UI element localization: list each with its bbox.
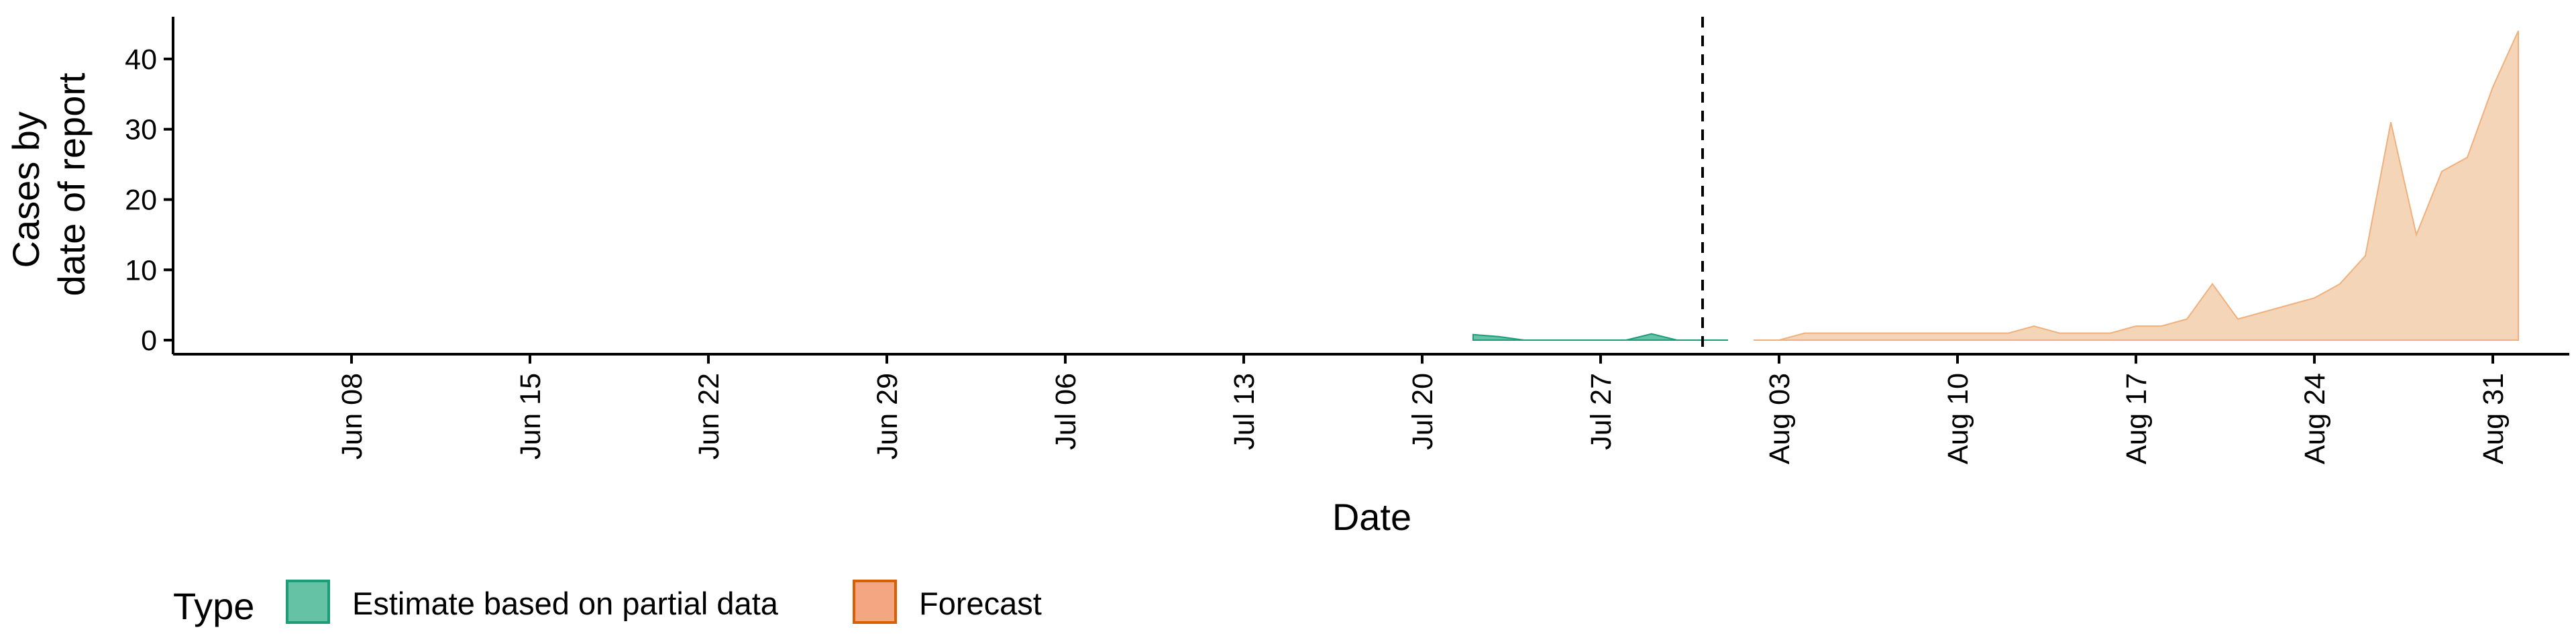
y-axis-title: Cases by date of report [5,72,93,297]
x-tick-label: Jul 13 [1228,373,1260,450]
x-tick-label: Jul 20 [1407,373,1439,450]
x-tick-label: Aug 10 [1942,373,1974,464]
legend-title: Type [173,585,254,627]
legend: Type Estimate based on partial data Fore… [173,580,1042,627]
x-tick-label: Jun 08 [336,373,368,460]
y-tick-label: 40 [125,44,157,76]
x-axis-title: Date [1332,496,1411,538]
x-tick-label: Jul 27 [1585,373,1617,450]
x-tick-label: Jun 15 [515,373,547,460]
legend-swatch-forecast [853,580,897,624]
series-layer [1472,30,2519,341]
x-tick-label: Aug 17 [2121,373,2153,464]
x-axis-ticks: Jun 08 Jun 15 Jun 22 Jun 29 Jul 06 Jul 13 Jul … [336,354,2510,464]
x-tick-label: Jun 29 [871,373,904,460]
y-tick-label: 0 [141,325,157,357]
legend-label-forecast: Forecast [919,586,1042,621]
x-tick-label: Aug 31 [2477,373,2510,464]
x-tick-label: Jul 06 [1050,373,1082,450]
series-area-0 [1472,333,1728,341]
y-tick-label: 10 [125,254,157,286]
y-axis-ticks: 0 10 20 30 40 [125,44,173,357]
x-tick-label: Jun 22 [693,373,725,460]
series-area-1 [1754,30,2519,341]
x-tick-label: Aug 03 [1764,373,1796,464]
x-tick-label: Aug 24 [2299,373,2331,464]
y-axis-title-line-1: Cases by [5,111,47,268]
legend-label-estimate: Estimate based on partial data [352,586,779,621]
legend-swatch-estimate [286,580,330,624]
y-tick-label: 30 [125,114,157,146]
y-tick-label: 20 [125,184,157,216]
y-axis-title-line-2: date of report [50,72,93,297]
